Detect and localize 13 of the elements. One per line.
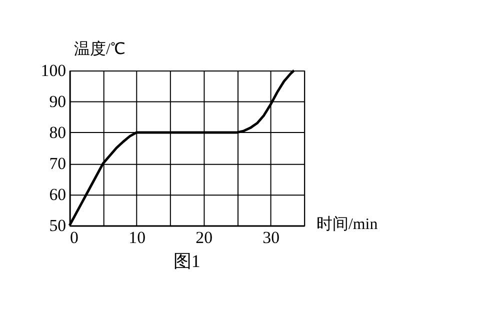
x-tick-label: 20	[196, 228, 213, 247]
x-tick-label: 10	[128, 228, 146, 247]
y-tick-label: 60	[49, 184, 66, 204]
y-axis-title: 温度/℃	[74, 40, 126, 58]
y-tick-label: 70	[49, 154, 66, 173]
x-axis-title: 时间/min	[316, 214, 378, 233]
caption: 图1	[173, 251, 200, 272]
x-tick-label: 0	[70, 228, 78, 247]
y-tick-label: 100	[40, 60, 66, 80]
x-tick-label: 30	[262, 228, 280, 247]
y-tick-label: 80	[49, 122, 66, 142]
y-tick-label: 90	[49, 92, 66, 111]
y-tick-label: 50	[49, 216, 66, 235]
